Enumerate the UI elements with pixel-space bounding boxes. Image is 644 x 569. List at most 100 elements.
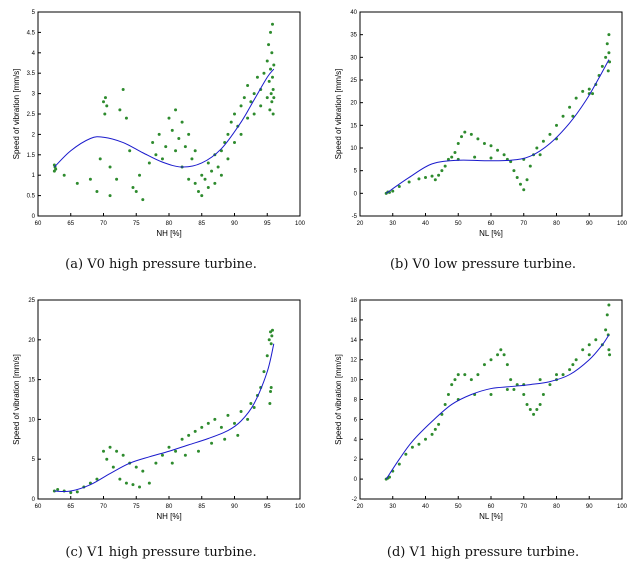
y-tick-label: 5 [32, 10, 36, 16]
data-point [187, 433, 191, 437]
data-point [605, 313, 609, 317]
y-tick-label: 25 [350, 78, 357, 84]
data-point [69, 491, 73, 495]
panel-c: 60 65 70 75 80 85 90 95 100 0 5 10 15 20 25 NH [%] Speed… [0, 288, 322, 538]
y-tick-label: 2.5 [27, 112, 36, 118]
data-point [272, 96, 276, 100]
data-point [269, 390, 273, 394]
data-point [424, 437, 427, 441]
data-point [607, 303, 611, 307]
data-point [433, 178, 437, 182]
data-point [138, 173, 142, 177]
data-point [271, 88, 275, 92]
data-point [269, 92, 273, 96]
data-point [476, 373, 480, 377]
data-point [216, 165, 220, 169]
x-tick-label: 20 [357, 221, 364, 227]
data-point [271, 112, 275, 116]
data-point [538, 402, 542, 406]
x-tick-label: 95 [264, 221, 271, 227]
data-point [482, 363, 486, 367]
data-point [555, 373, 558, 377]
data-point [154, 461, 158, 465]
panel-b: 20 30 40 50 60 70 80 90 100 -5 0 5 10 15 20 25 30 35 40 NL … [322, 0, 644, 255]
plot-frame [37, 299, 301, 500]
chart-b: 20 30 40 50 60 70 80 90 100 -5 0 5 10 15 20 25 30 35 40 NL … [334, 10, 628, 238]
data-point [456, 141, 460, 145]
fit-curve [385, 334, 610, 480]
y-tick-label: 6 [354, 417, 358, 423]
data-point [608, 353, 612, 357]
data-point [525, 402, 529, 406]
data-point [437, 422, 441, 426]
data-point [541, 139, 545, 143]
y-tick-label: 4 [32, 51, 36, 57]
x-tick-label: 70 [100, 504, 107, 510]
data-point [103, 96, 107, 100]
x-tick-label: 60 [35, 221, 42, 227]
data-point [167, 116, 171, 120]
data-point [223, 437, 227, 441]
x-tick-label: 100 [617, 504, 628, 510]
y-tick-label: 40 [350, 10, 357, 16]
caption-a: (a) V0 high pressure turbine. [65, 257, 257, 272]
data-point [607, 33, 611, 37]
y-tick-label: 4 [354, 437, 358, 443]
data-point [604, 55, 608, 59]
data-point [604, 328, 608, 332]
data-point [528, 407, 532, 411]
data-point [541, 393, 545, 397]
data-point [269, 386, 273, 390]
data-point [121, 453, 125, 457]
data-point [115, 449, 119, 453]
data-point [269, 342, 273, 346]
data-point [607, 348, 611, 352]
data-point [206, 185, 210, 189]
data-point [103, 112, 107, 116]
data-point [607, 51, 611, 55]
data-point [430, 174, 434, 178]
y-tick-label: 2 [32, 132, 36, 138]
plot-frame [359, 299, 623, 500]
data-point [124, 481, 128, 485]
data-point [269, 67, 273, 71]
data-point [206, 421, 210, 425]
data-point [75, 181, 79, 185]
data-point [532, 412, 536, 416]
x-tick-label: 60 [488, 221, 495, 227]
data-point [200, 173, 204, 177]
y-tick-label: 12 [350, 358, 357, 364]
data-point [118, 477, 122, 481]
panel-d: 20 30 40 50 60 70 80 90 100 -2 0 2 4 6 8 10 12 14 16 18 NL [… [322, 288, 644, 538]
data-point [587, 353, 591, 357]
data-point [272, 63, 276, 67]
data-point [269, 30, 273, 34]
data-point [581, 89, 585, 93]
data-point [450, 383, 454, 387]
data-point [102, 100, 105, 104]
data-point [605, 42, 609, 46]
data-point [174, 149, 178, 153]
data-point [505, 363, 509, 367]
data-point [147, 161, 151, 165]
x-tick-label: 90 [586, 504, 593, 510]
data-point [141, 198, 145, 202]
y-tick-label: 15 [28, 378, 35, 384]
x-tick-label: 50 [455, 221, 462, 227]
data-point [233, 112, 236, 116]
data-point [141, 469, 145, 473]
data-point [522, 188, 526, 192]
data-point [463, 373, 467, 377]
data-point [108, 445, 112, 449]
data-point [252, 92, 256, 96]
data-point [509, 160, 513, 164]
y-axis-label: Speed of vibration [mm/s] [12, 354, 21, 445]
data-point [62, 173, 66, 177]
y-tick-label: 0 [32, 497, 36, 503]
data-point [242, 96, 246, 100]
data-point [183, 453, 187, 457]
caption-d: (d) V1 high pressure turbine. [386, 545, 580, 560]
data-point [190, 157, 194, 161]
y-axis-label: Speed of vibration [mm/s] [334, 354, 343, 445]
data-point [581, 348, 585, 352]
